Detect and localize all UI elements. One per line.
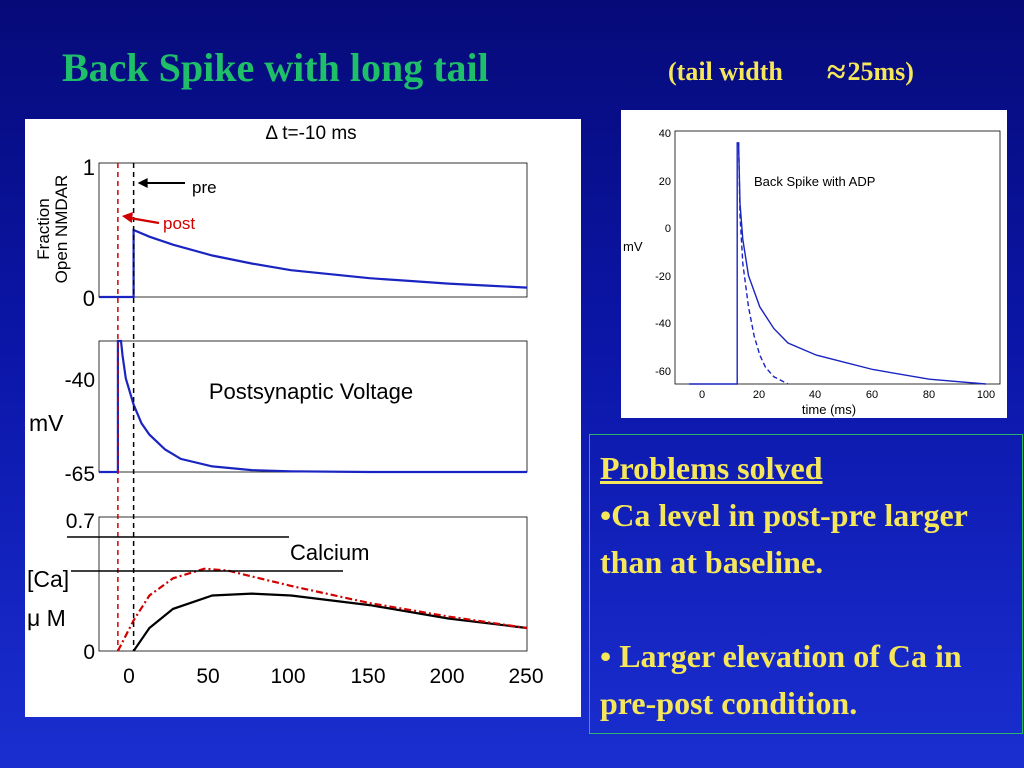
problems-heading: Problems solved [600,450,823,486]
bottom-ylabel-line2: μ M [27,605,66,631]
adp-axes [674,130,1001,385]
x-tick-50: 50 [196,665,219,688]
post-label: post [163,214,195,233]
subtitle-right: 25ms) [847,57,914,86]
left-figure: Δ t=-10 ms 1 0 Fraction Open NMDAR pre p… [25,119,581,717]
adp-plot-title: Back Spike with ADP [754,174,875,189]
mid-ylabel: mV [29,410,64,436]
approx-symbol: ≈ [826,54,846,91]
adp-ylabel: mV [623,239,643,254]
pre-label: pre [192,178,217,197]
left-figure-svg: Δ t=-10 ms 1 0 Fraction Open NMDAR pre p… [27,123,544,688]
adp-xtick-80: 80 [923,389,935,401]
top-ytick-1: 1 [83,155,95,180]
calcium-line-2 [116,567,528,652]
bottom-ytick-0: 0 [83,641,95,664]
bottom-x-ticks: 0 50 100 150 200 250 [123,665,543,688]
adp-line-2 [737,142,789,385]
calcium-axes [98,516,528,652]
top-plot-title: Δ t=-10 ms [265,123,356,144]
slide-title: Back Spike with long tail [62,45,489,90]
problem-item-1: •Ca level in post-pre larger than at bas… [600,497,968,580]
adp-xlabel: time (ms) [802,402,856,417]
fraction-nmdar-axes [98,162,528,298]
bottom-ytick-07: 0.7 [66,510,95,533]
calcium-line-1 [132,592,528,652]
adp-xtick-100: 100 [977,389,995,401]
x-tick-100: 100 [270,665,305,688]
problems-solved-box: Problems solved •Ca level in post-pre la… [589,434,1023,734]
top-ylabel-line1: Fraction [34,198,53,259]
mid-ytick-neg65: -65 [65,463,95,486]
adp-xtick-20: 20 [753,389,765,401]
adp-ytick-0: 0 [665,223,671,235]
bottom-ylabel-line1: [Ca] [27,566,69,592]
adp-xtick-0: 0 [699,389,705,401]
mid-plot-title: Postsynaptic Voltage [209,379,413,404]
problem-item-2: • Larger elevation of Ca in pre-post con… [600,638,962,721]
adp-xtick-60: 60 [866,389,878,401]
postsynaptic-voltage-axes [98,340,528,473]
x-tick-200: 200 [429,665,464,688]
x-tick-150: 150 [350,665,385,688]
adp-ytick-40: 40 [659,128,671,140]
adp-ytick-neg60: -60 [655,366,671,378]
x-tick-250: 250 [508,665,543,688]
post-arrowhead [121,212,133,223]
post-arrow [129,216,160,225]
x-tick-0: 0 [123,665,135,688]
adp-ytick-20: 20 [659,176,671,188]
adp-ytick-neg40: -40 [655,318,671,330]
postsynaptic-voltage-line-1 [99,339,527,474]
top-ylabel-line2: Open NMDAR [52,175,71,284]
right-figure: Back Spike with ADP mV time (ms) 40 20 0… [621,110,1007,418]
slide-subtitle: (tail width ≈25ms) [668,54,914,92]
pre-arrowhead [137,178,148,188]
bottom-plot-title: Calcium [290,540,369,565]
spacer [600,586,1014,633]
mid-ytick-neg40: -40 [65,369,95,392]
adp-ytick-neg20: -20 [655,271,671,283]
fraction-nmdar-line-1 [99,228,528,299]
top-ytick-0: 0 [83,286,95,311]
right-figure-svg: Back Spike with ADP mV time (ms) 40 20 0… [623,128,1001,417]
subtitle-left: (tail width [668,57,783,86]
adp-xtick-40: 40 [809,389,821,401]
